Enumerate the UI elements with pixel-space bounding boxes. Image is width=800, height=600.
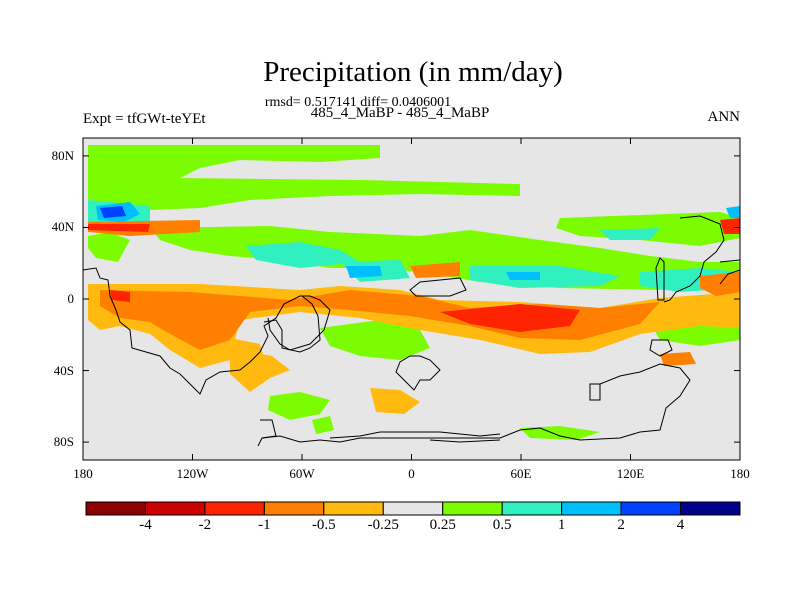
colorbar-swatch <box>144 501 206 516</box>
colorbar-swatch <box>85 501 146 516</box>
colorbar-label: -4 <box>139 517 152 533</box>
lat-label: 80S <box>53 434 74 450</box>
lon-label: 60E <box>510 466 532 481</box>
colorbar-label: 0.5 <box>492 517 512 533</box>
lat-label: 80N <box>51 147 74 163</box>
colorbar-swatch <box>204 501 265 516</box>
colorbar-label: -0.5 <box>311 517 336 533</box>
lon-label: 60W <box>289 466 315 481</box>
colorbar-swatch <box>263 501 325 516</box>
colorbar-swatch <box>501 501 563 516</box>
case-label: 485_4_MaBP - 485_4_MaBP <box>310 105 490 121</box>
coastline-outlines <box>83 215 740 447</box>
plot-title: Precipitation (in mm/day) <box>263 56 563 88</box>
lon-label: 0 <box>408 466 415 481</box>
colorbar-swatch <box>442 501 503 516</box>
colorbar-label: -2 <box>198 517 212 533</box>
colorbar <box>85 501 741 516</box>
colorbar-label: -1 <box>258 517 271 533</box>
lat-label: 40S <box>53 362 74 378</box>
axis-ticks <box>82 138 741 460</box>
colorbar-swatch <box>680 501 741 516</box>
stats-label: rmsd= 0.517141 diff= 0.0406001 <box>264 95 452 110</box>
lat-label: 40N <box>51 219 74 235</box>
lon-label: 120E <box>616 466 645 481</box>
colorbar-label: 4 <box>676 517 685 533</box>
colorbar-swatch <box>620 501 682 516</box>
lat-label: 0 <box>67 291 75 306</box>
colorbar-label: 2 <box>617 517 625 533</box>
lon-label: 120W <box>176 466 209 481</box>
experiment-label: Expt = tfGWt-teYEt <box>83 111 206 127</box>
precip-anomaly-field <box>88 145 740 440</box>
colorbar-swatch <box>561 501 622 516</box>
lon-label: 180 <box>73 466 93 481</box>
colorbar-swatch <box>382 501 444 516</box>
colorbar-label: 0.25 <box>429 517 456 533</box>
lon-label: 180 <box>730 466 750 481</box>
colorbar-label: 1 <box>557 517 566 533</box>
colorbar-swatch <box>323 501 384 516</box>
colorbar-label: -0.25 <box>367 517 399 533</box>
season-label: ANN <box>707 109 741 125</box>
